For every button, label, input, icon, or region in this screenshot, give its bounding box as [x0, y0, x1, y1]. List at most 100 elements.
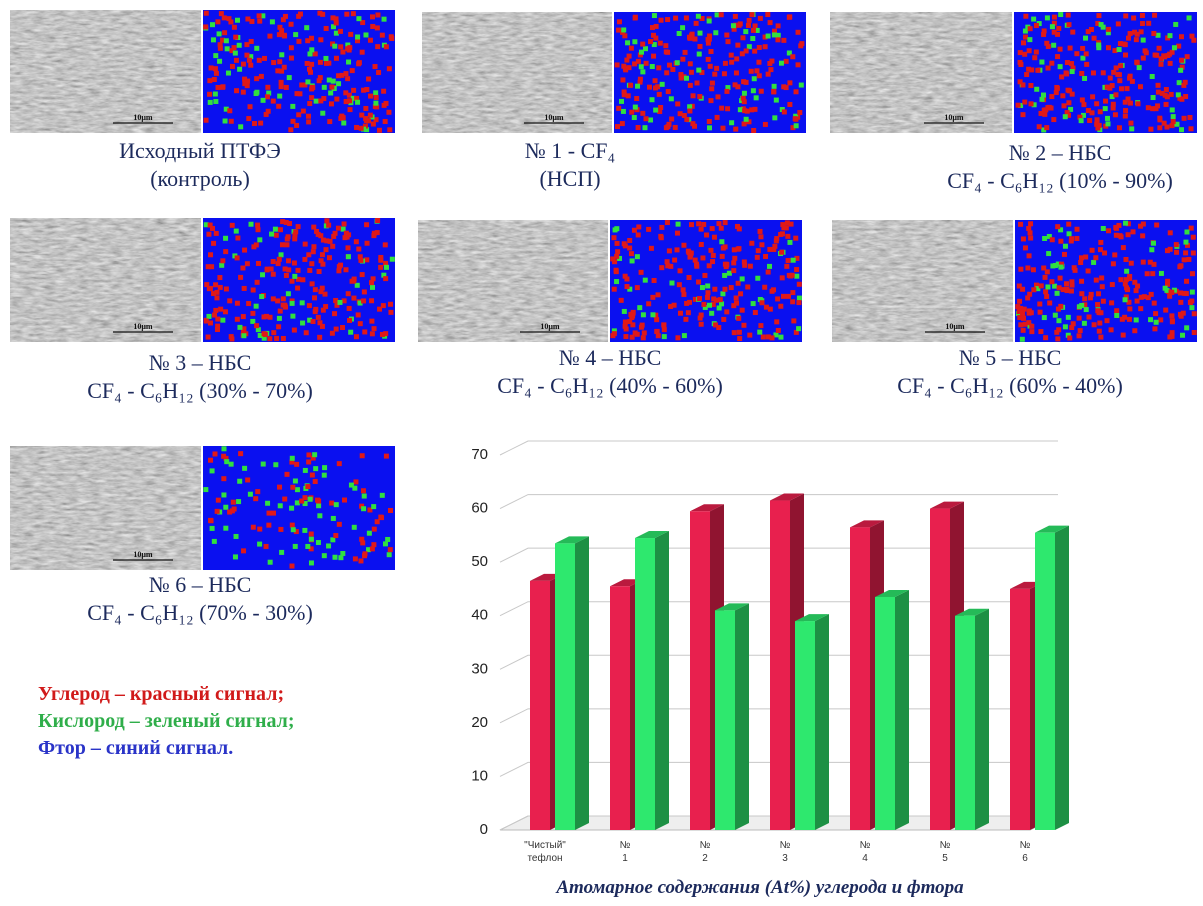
eds-dot	[1184, 325, 1189, 330]
eds-dot	[323, 56, 328, 61]
eds-dot	[1021, 316, 1026, 321]
eds-dot	[346, 254, 351, 259]
eds-dot	[1018, 50, 1023, 55]
eds-dot	[1028, 83, 1033, 88]
eds-dot	[324, 218, 329, 223]
eds-dot	[354, 239, 359, 244]
eds-dot	[348, 107, 353, 112]
eds-dot	[283, 266, 288, 271]
eds-dot	[347, 318, 352, 323]
eds-dot	[309, 537, 314, 542]
eds-dot	[251, 288, 256, 293]
eds-dot	[711, 253, 716, 258]
eds-dot	[260, 272, 265, 277]
eds-dot	[757, 45, 762, 50]
sem-image	[10, 218, 201, 342]
eds-dot	[257, 19, 262, 24]
eds-dot	[684, 15, 689, 20]
eds-dot	[689, 70, 694, 75]
eds-dot	[749, 107, 754, 112]
bar-front	[1010, 589, 1030, 830]
eds-dot	[362, 329, 367, 334]
eds-dot	[1087, 118, 1092, 123]
eds-dot	[1029, 67, 1034, 72]
eds-dot	[619, 298, 624, 303]
eds-dot	[1170, 107, 1175, 112]
eds-dot	[735, 43, 740, 48]
eds-dot	[1084, 307, 1089, 312]
eds-dot	[767, 61, 772, 66]
legend-text: Углерод – красный сигнал;	[38, 683, 284, 705]
eds-dot	[751, 28, 756, 33]
eds-dot	[383, 242, 388, 247]
eds-dot	[1082, 296, 1087, 301]
eds-dot	[292, 274, 297, 279]
eds-dot	[629, 315, 634, 320]
eds-dot	[1150, 74, 1155, 79]
eds-dot	[234, 534, 239, 539]
eds-dot	[778, 304, 783, 309]
eds-dot	[1151, 31, 1156, 36]
eds-dot	[211, 241, 216, 246]
eds-dot	[623, 320, 628, 325]
eds-dot	[309, 560, 314, 565]
eds-dot	[751, 88, 756, 93]
eds-dot	[322, 553, 327, 558]
eds-dot	[1096, 291, 1101, 296]
eds-dot	[370, 331, 375, 336]
eds-dot	[311, 244, 316, 249]
eds-dot	[307, 303, 312, 308]
eds-dot	[759, 300, 764, 305]
eds-dot	[660, 82, 665, 87]
eds-dot	[1023, 245, 1028, 250]
legend-text: Фтор – синий сигнал.	[38, 737, 233, 759]
eds-dot	[1056, 26, 1061, 31]
eds-dot	[1156, 90, 1161, 95]
eds-dot	[794, 267, 799, 272]
eds-dot	[734, 56, 739, 61]
eds-dot	[675, 247, 680, 252]
eds-dot	[733, 14, 738, 19]
eds-dot	[1057, 285, 1062, 290]
eds-dot	[731, 303, 736, 308]
eds-dot	[259, 294, 264, 299]
eds-dot	[649, 97, 654, 102]
eds-dot	[650, 25, 655, 30]
eds-dot	[1041, 265, 1046, 270]
eds-dot	[724, 89, 729, 94]
eds-dot	[707, 125, 712, 130]
eds-dot	[1123, 53, 1128, 58]
eds-dot	[331, 234, 336, 239]
eds-dot	[1123, 13, 1128, 18]
eds-dot	[1118, 277, 1123, 282]
eds-dot	[316, 315, 321, 320]
eds-dot	[1169, 92, 1174, 97]
eds-dot	[300, 277, 305, 282]
eds-dot	[794, 89, 799, 94]
eds-dot	[1065, 60, 1070, 65]
eds-dot	[1069, 279, 1074, 284]
eds-dot	[366, 76, 371, 81]
eds-dot	[646, 227, 651, 232]
panel: 10μm№ 1 - CF₄(НСП)	[422, 12, 806, 191]
caption: (контроль)	[150, 166, 250, 191]
eds-dot	[1158, 62, 1163, 67]
eds-dot	[1117, 47, 1122, 52]
eds-dot	[1150, 271, 1155, 276]
eds-dot	[1189, 305, 1194, 310]
eds-dot	[1095, 126, 1100, 131]
eds-dot	[1064, 71, 1069, 76]
eds-dot	[305, 544, 310, 549]
eds-dot	[772, 115, 777, 120]
eds-dot	[1096, 45, 1101, 50]
bar	[875, 590, 909, 830]
eds-dot	[1137, 65, 1142, 70]
eds-dot	[322, 85, 327, 90]
eds-dot	[688, 61, 693, 66]
eds-dot	[230, 64, 235, 69]
eds-dot	[293, 229, 298, 234]
eds-dot	[286, 258, 291, 263]
eds-dot	[766, 34, 771, 39]
eds-dot	[1106, 228, 1111, 233]
eds-dot	[257, 527, 262, 532]
